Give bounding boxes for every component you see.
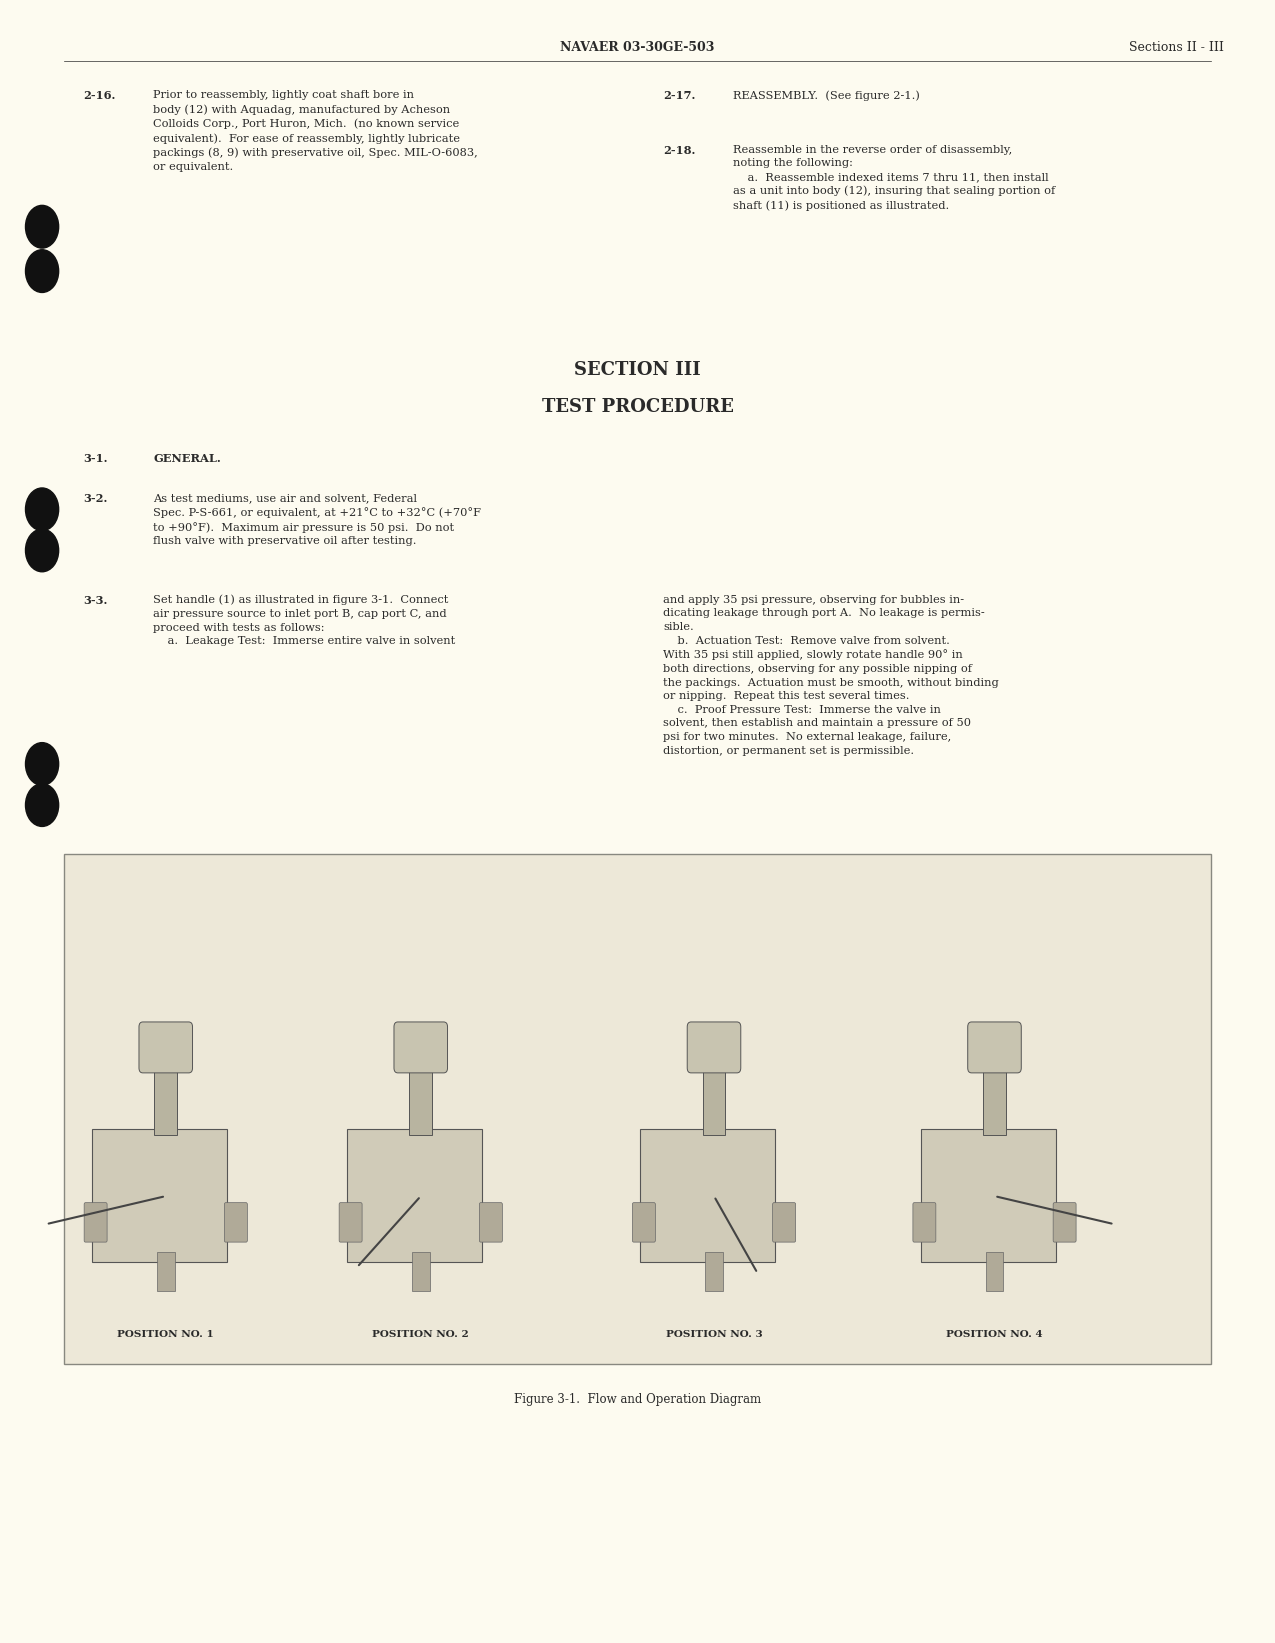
Text: POSITION NO. 2: POSITION NO. 2 xyxy=(372,1331,469,1339)
FancyBboxPatch shape xyxy=(409,1066,432,1135)
Text: 3-2.: 3-2. xyxy=(83,493,107,504)
Text: 2-16.: 2-16. xyxy=(83,90,115,102)
Text: GENERAL.: GENERAL. xyxy=(153,453,221,465)
FancyBboxPatch shape xyxy=(703,1066,725,1135)
FancyBboxPatch shape xyxy=(921,1129,1056,1262)
Circle shape xyxy=(26,529,59,572)
FancyBboxPatch shape xyxy=(64,854,1211,1364)
FancyBboxPatch shape xyxy=(1053,1203,1076,1242)
FancyBboxPatch shape xyxy=(705,1252,723,1291)
FancyBboxPatch shape xyxy=(632,1203,655,1242)
FancyBboxPatch shape xyxy=(687,1022,741,1073)
Text: Reassemble in the reverse order of disassembly,
noting the following:
    a.  Re: Reassemble in the reverse order of disas… xyxy=(733,145,1056,210)
Text: REASSEMBLY.  (See figure 2-1.): REASSEMBLY. (See figure 2-1.) xyxy=(733,90,921,100)
Text: As test mediums, use air and solvent, Federal
Spec. P-S-661, or equivalent, at +: As test mediums, use air and solvent, Fe… xyxy=(153,493,481,545)
Circle shape xyxy=(26,743,59,785)
Text: SECTION III: SECTION III xyxy=(574,361,701,380)
FancyBboxPatch shape xyxy=(968,1022,1021,1073)
FancyBboxPatch shape xyxy=(92,1129,227,1262)
FancyBboxPatch shape xyxy=(224,1203,247,1242)
Text: 3-3.: 3-3. xyxy=(83,595,107,606)
Text: Sections II - III: Sections II - III xyxy=(1130,41,1224,54)
Text: and apply 35 psi pressure, observing for bubbles in-
dicating leakage through po: and apply 35 psi pressure, observing for… xyxy=(663,595,998,756)
FancyBboxPatch shape xyxy=(154,1066,177,1135)
Text: 2-18.: 2-18. xyxy=(663,145,695,156)
FancyBboxPatch shape xyxy=(157,1252,175,1291)
Circle shape xyxy=(26,205,59,248)
FancyBboxPatch shape xyxy=(640,1129,775,1262)
FancyBboxPatch shape xyxy=(139,1022,193,1073)
Circle shape xyxy=(26,784,59,826)
FancyBboxPatch shape xyxy=(983,1066,1006,1135)
Text: POSITION NO. 4: POSITION NO. 4 xyxy=(946,1331,1043,1339)
FancyBboxPatch shape xyxy=(479,1203,502,1242)
Text: Prior to reassembly, lightly coat shaft bore in
body (12) with Aquadag, manufact: Prior to reassembly, lightly coat shaft … xyxy=(153,90,478,171)
Text: Set handle (1) as illustrated in figure 3-1.  Connect
air pressure source to inl: Set handle (1) as illustrated in figure … xyxy=(153,595,455,646)
Text: POSITION NO. 1: POSITION NO. 1 xyxy=(117,1331,214,1339)
Text: POSITION NO. 3: POSITION NO. 3 xyxy=(666,1331,762,1339)
Circle shape xyxy=(26,488,59,531)
Text: NAVAER 03-30GE-503: NAVAER 03-30GE-503 xyxy=(560,41,715,54)
Text: 2-17.: 2-17. xyxy=(663,90,695,102)
FancyBboxPatch shape xyxy=(339,1203,362,1242)
FancyBboxPatch shape xyxy=(412,1252,430,1291)
FancyBboxPatch shape xyxy=(913,1203,936,1242)
FancyBboxPatch shape xyxy=(986,1252,1003,1291)
Circle shape xyxy=(26,250,59,292)
FancyBboxPatch shape xyxy=(773,1203,796,1242)
FancyBboxPatch shape xyxy=(394,1022,448,1073)
Text: TEST PROCEDURE: TEST PROCEDURE xyxy=(542,398,733,416)
FancyBboxPatch shape xyxy=(84,1203,107,1242)
Text: Figure 3-1.  Flow and Operation Diagram: Figure 3-1. Flow and Operation Diagram xyxy=(514,1393,761,1406)
Text: 3-1.: 3-1. xyxy=(83,453,107,465)
FancyBboxPatch shape xyxy=(347,1129,482,1262)
